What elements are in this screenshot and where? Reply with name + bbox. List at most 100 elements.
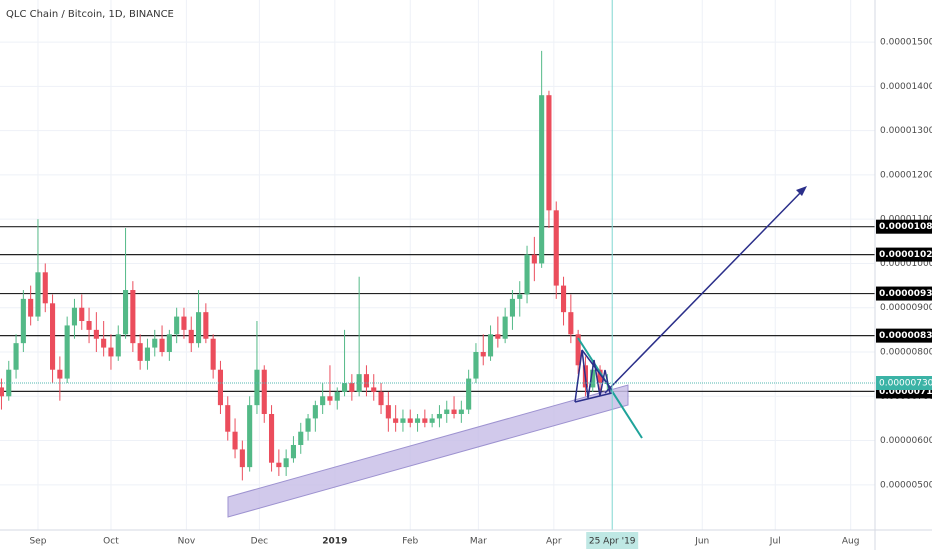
y-tick-label: 0.00000500 (880, 480, 932, 490)
candle-body (115, 334, 121, 357)
candle-body (517, 294, 523, 299)
candle-body (13, 343, 19, 370)
candle-body (210, 338, 216, 370)
candle-body (487, 334, 494, 357)
level-label-box (876, 219, 932, 234)
candle-body (502, 316, 508, 339)
candle-body (159, 338, 165, 353)
candle-body (57, 369, 63, 379)
candle-body (20, 298, 26, 344)
drawings (227, 186, 807, 518)
level-label: 0.00000837 (879, 331, 932, 341)
candle-body (546, 95, 552, 211)
y-tick-label: 0.00001200 (880, 170, 932, 180)
x-tick-label: Dec (251, 537, 268, 547)
candle-body (553, 210, 559, 286)
candle-body (181, 316, 187, 330)
candle-body (334, 391, 340, 401)
candle-body (378, 391, 384, 406)
candle-body (35, 272, 41, 317)
candle-body (261, 369, 267, 414)
candle-body (436, 413, 443, 419)
candle-body (509, 298, 515, 317)
candle-body (371, 387, 377, 392)
candle-body (590, 369, 596, 388)
candle-body (283, 458, 289, 468)
candle-body (400, 418, 406, 423)
candle-body (254, 369, 260, 406)
candle-body (71, 307, 78, 326)
x-tick-label: Oct (103, 537, 119, 547)
candle-body (0, 387, 5, 397)
x-tick-label: Feb (402, 537, 418, 547)
level-label: 0.00001083 (879, 222, 932, 232)
candle-body (188, 329, 194, 344)
candle-body (268, 413, 275, 463)
candle-body (407, 418, 413, 423)
candle-body (393, 418, 399, 423)
candle-body (363, 374, 370, 388)
candle-body (305, 418, 311, 432)
candle-body (123, 290, 129, 335)
candle-body (152, 338, 158, 348)
arrow-head (796, 186, 807, 196)
candle-body (451, 409, 457, 414)
level-label-box (876, 247, 932, 262)
axes: 0.000005000.000006000.000007000.00000800… (29, 38, 932, 549)
last-price-box (876, 375, 932, 390)
candle-body (137, 343, 143, 361)
x-tick-label: Nov (178, 537, 196, 547)
candle-body (225, 405, 231, 432)
candle-body (341, 382, 348, 392)
candle-body (320, 396, 326, 406)
candle-body (144, 347, 151, 361)
candle-body (217, 369, 224, 406)
candle-body (422, 418, 428, 423)
candle-body (575, 334, 581, 366)
candle-body (495, 334, 501, 339)
candle-body (232, 431, 238, 450)
y-tick-label: 0.00001000 (880, 259, 932, 269)
y-tick-label: 0.00001400 (880, 82, 932, 92)
candle-body (174, 316, 180, 335)
candle-body (28, 298, 34, 317)
arrow-line (604, 188, 805, 394)
x-tick-label: Jul (769, 537, 781, 547)
candle-body (93, 329, 99, 339)
candle-body (560, 285, 567, 313)
last-price-label: 0.00000730 (879, 378, 932, 388)
crosshair-box (586, 532, 639, 549)
crosshair-label: 25 Apr '19 (589, 537, 636, 547)
x-tick-label: Jun (694, 537, 709, 547)
x-tick-label: 2019 (322, 537, 347, 547)
candle-body (64, 325, 70, 379)
candle-body (130, 290, 136, 344)
candle-body (480, 352, 486, 357)
candle-body (349, 382, 355, 392)
x-tick-label: Sep (29, 537, 46, 547)
candle-body (101, 338, 107, 348)
candle-body (356, 374, 362, 392)
candle-body (414, 418, 421, 423)
triangle-base (574, 392, 613, 403)
y-tick-label: 0.00001300 (880, 126, 932, 136)
candle-body (108, 347, 114, 357)
candle-body (568, 312, 574, 335)
level-label-box (876, 286, 932, 301)
candle-body (473, 352, 479, 379)
level-label: 0.00000711 (879, 387, 932, 397)
candle-body (539, 95, 545, 264)
y-tick-label: 0.00000800 (880, 348, 932, 358)
candle-body (524, 254, 530, 295)
x-tick-label: Aug (842, 537, 860, 547)
levels (0, 226, 875, 393)
candle-body (312, 405, 318, 419)
candle-body (166, 334, 172, 353)
y-tick-label: 0.00000900 (880, 303, 932, 313)
overlay (0, 0, 875, 530)
candle-body (466, 378, 472, 410)
candle-body (239, 449, 245, 468)
candle-body (385, 405, 391, 419)
